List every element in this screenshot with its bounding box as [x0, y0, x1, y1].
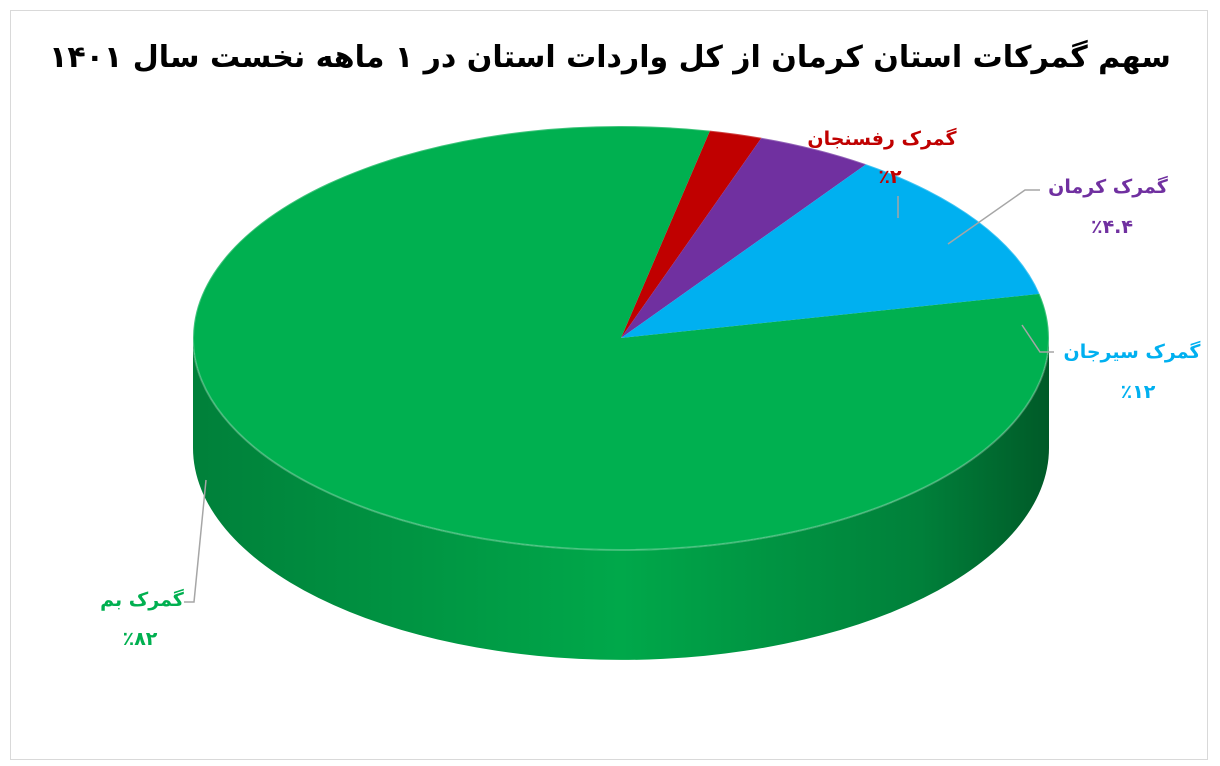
- leader-line: [184, 479, 207, 603]
- slice-value-label: ٪۲: [878, 166, 902, 188]
- pie-slice: [621, 137, 867, 338]
- slice-name-label: گمرک بم: [100, 588, 185, 611]
- slice-name-label: گمرک رفسنجان: [807, 127, 957, 150]
- leader-line: [1021, 324, 1054, 353]
- slice-value-label: ٪۱۲: [1121, 381, 1156, 403]
- slice-value-label: ٪۸۲: [123, 628, 158, 650]
- chart-title: سهم گمرکات استان کرمان از کل واردات استا…: [49, 40, 1171, 75]
- slice-name-label: گمرک کرمان: [1048, 175, 1169, 198]
- slice-name-label: گمرک سیرجان: [1064, 340, 1202, 363]
- pie-slice-side: [193, 338, 1049, 660]
- pie-slice: [192, 125, 1049, 550]
- pie-rim: [192, 125, 1050, 551]
- pie-slice: [621, 164, 1040, 338]
- pie-slice: [621, 130, 762, 338]
- leader-line: [947, 189, 1040, 245]
- slice-value-label: ٪۴.۴: [1091, 216, 1133, 238]
